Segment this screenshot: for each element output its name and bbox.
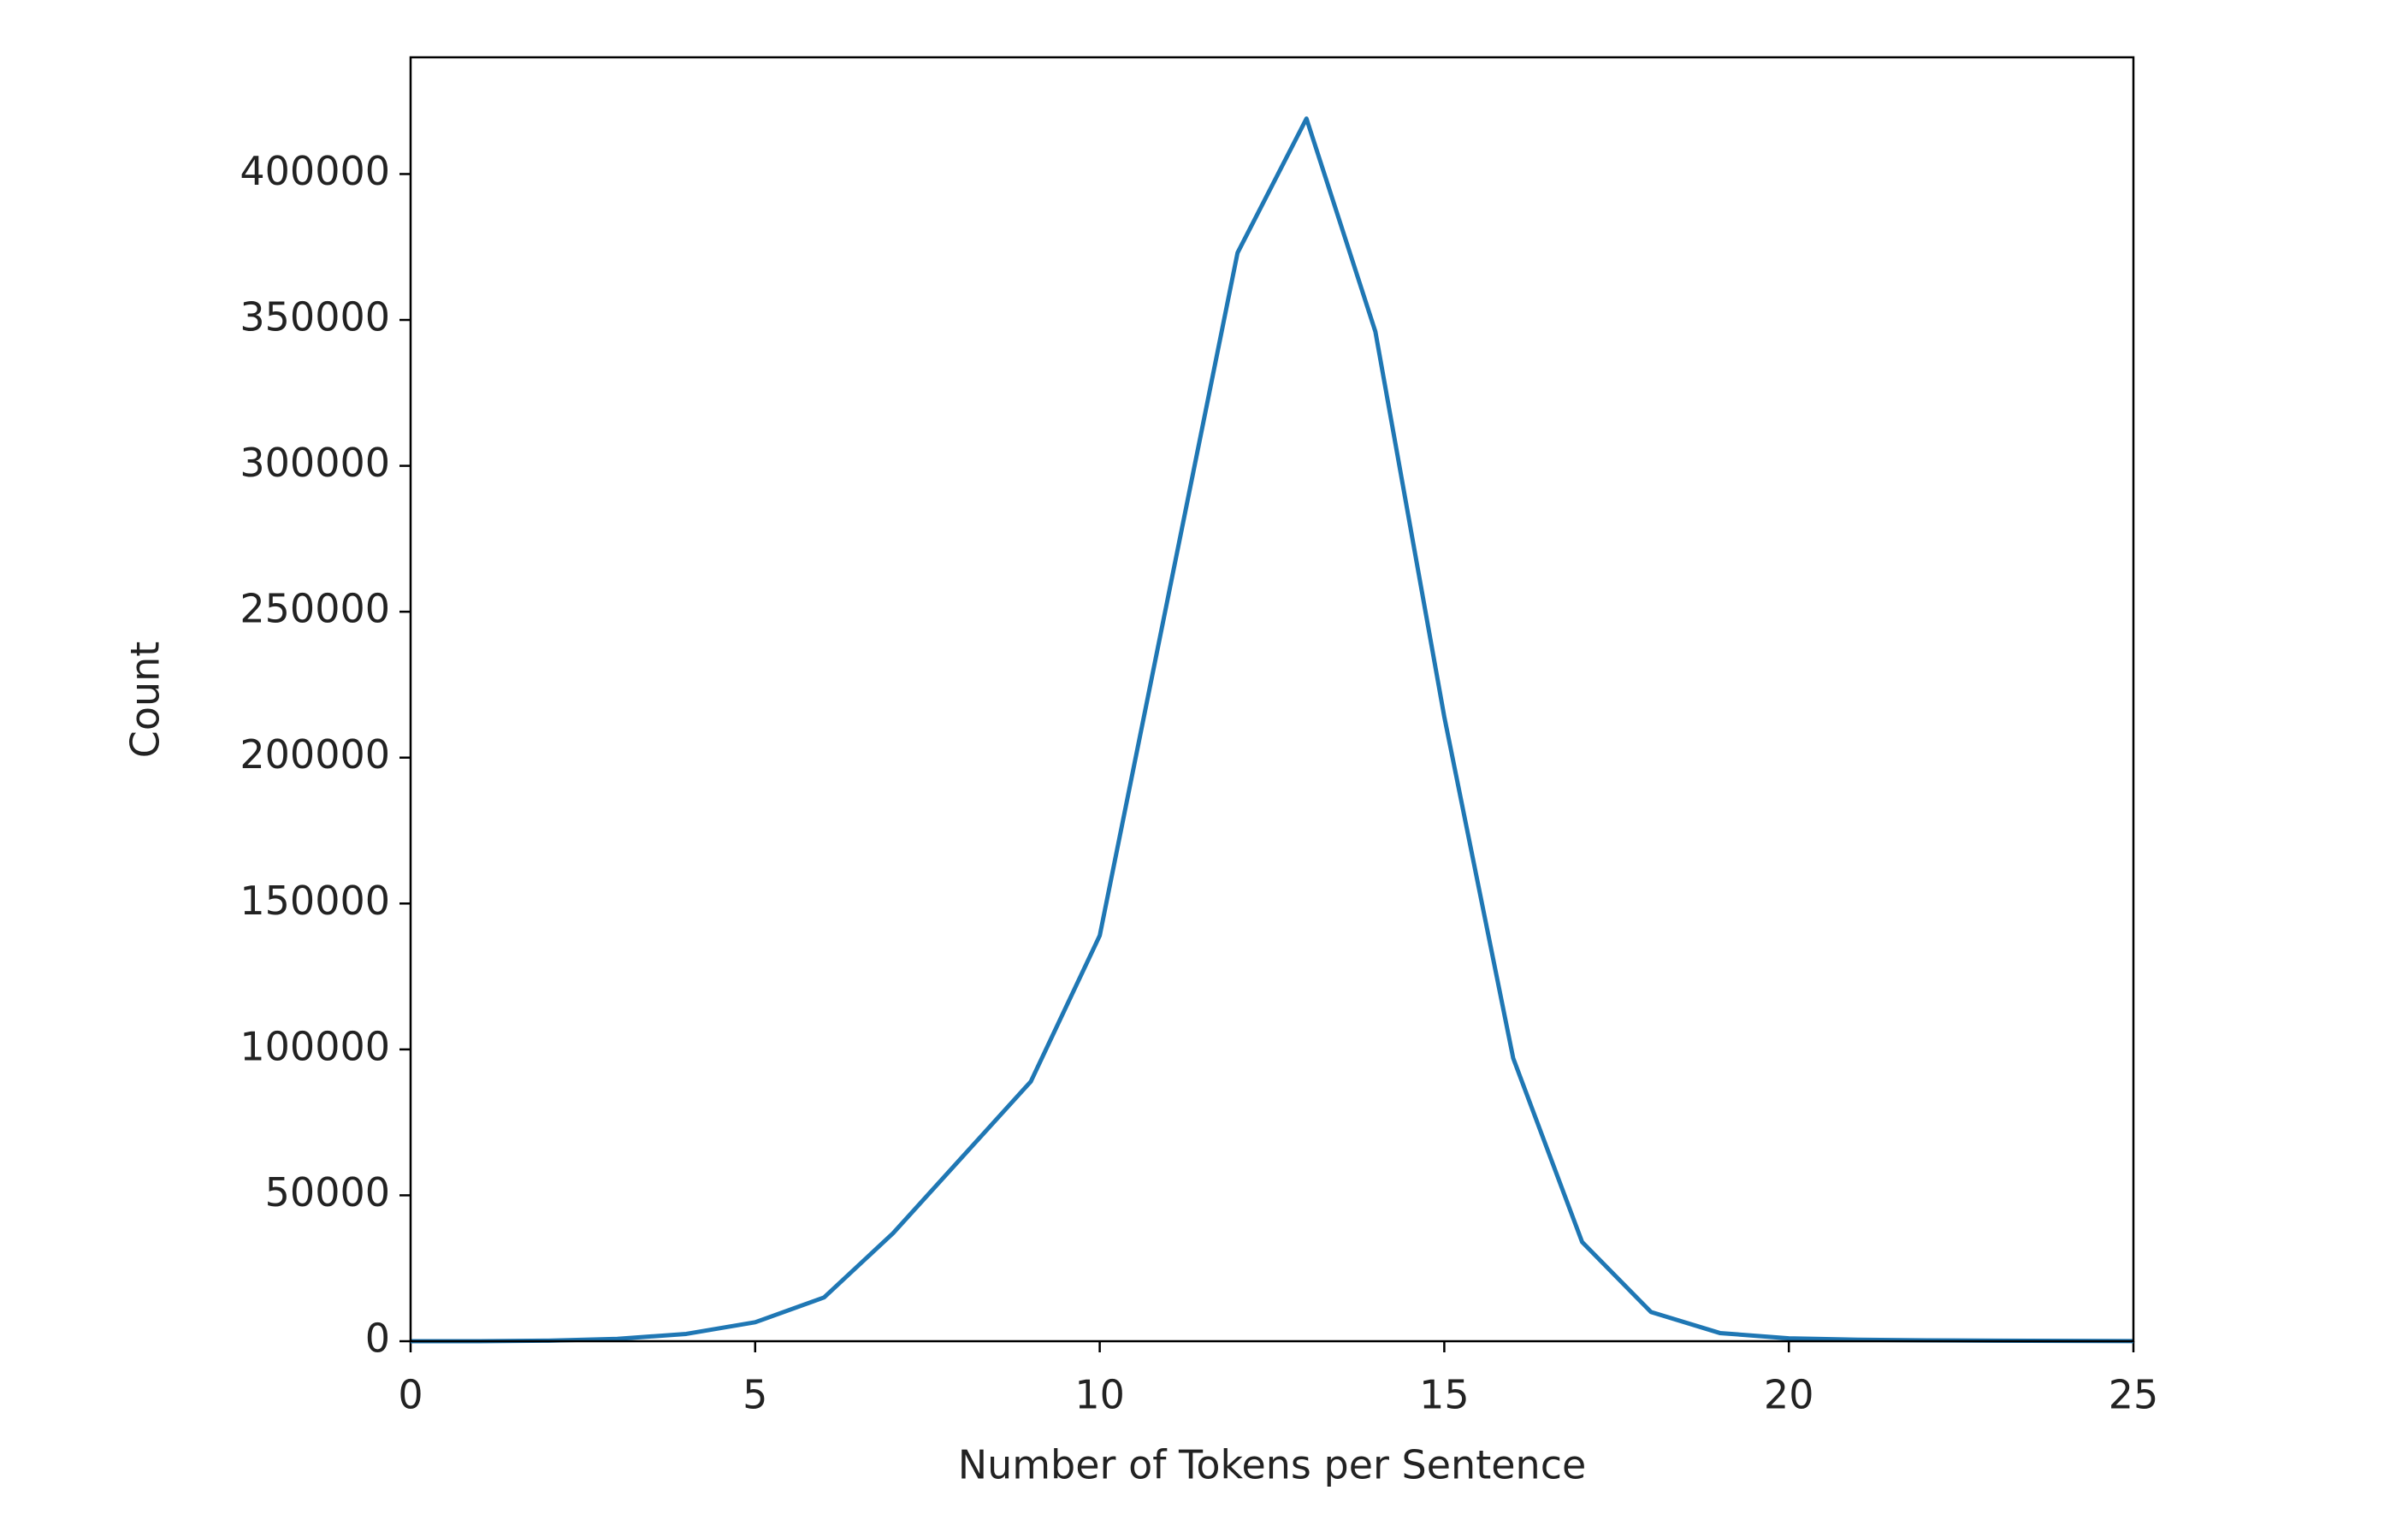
y-tick-label: 200000 [240, 731, 390, 778]
y-tick-label: 100000 [240, 1023, 390, 1069]
y-tick-label: 50000 [265, 1169, 390, 1215]
y-tick-label: 350000 [240, 294, 390, 340]
x-tick-label: 5 [743, 1372, 767, 1418]
data-line [411, 116, 2134, 1344]
plot-frame [409, 56, 2135, 1343]
y-tick-label: 150000 [240, 878, 390, 924]
x-tick-label: 25 [2109, 1372, 2159, 1418]
y-axis-label: Count [122, 642, 169, 759]
x-tick-label: 10 [1074, 1372, 1125, 1418]
x-tick-label: 20 [1764, 1372, 1814, 1418]
y-tick-label: 300000 [240, 440, 390, 486]
y-tick-label: 0 [365, 1316, 390, 1362]
y-tick-label: 250000 [240, 586, 390, 632]
x-tick-label: 15 [1419, 1372, 1470, 1418]
x-tick-label: 0 [398, 1372, 423, 1418]
y-tick-label: 400000 [240, 148, 390, 194]
x-axis-label: Number of Tokens per Sentence [958, 1442, 1587, 1488]
